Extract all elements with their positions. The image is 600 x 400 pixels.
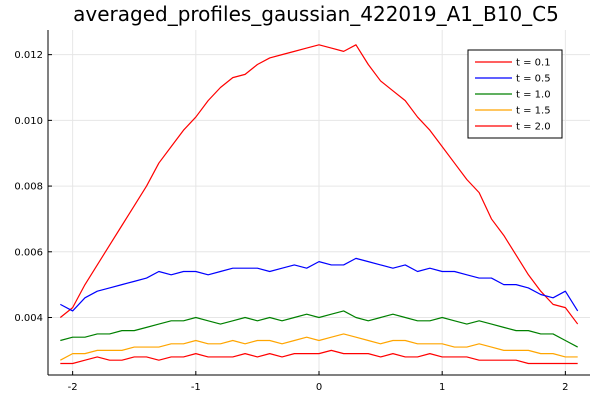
axes: -2 -1 0 1 2 0.004 0.006 0.008 0.010 0.012 [14,30,590,393]
legend-label-1: t = 0.1 [516,58,551,69]
legend-label-3: t = 1.0 [516,90,551,101]
x-tick-label: -2 [68,382,78,393]
y-tick-label: 0.012 [14,50,43,61]
series-line-3 [60,310,578,348]
series-line-4 [60,333,578,361]
series-line-1 [59,44,579,325]
y-tick-label: 0.004 [14,313,43,324]
y-tick-label: 0.008 [14,182,43,193]
chart-title: averaged_profiles_gaussian_422019_A1_B10… [73,2,559,26]
x-tick-label: 0 [316,382,322,393]
legend-label-5: t = 2.0 [516,122,551,133]
x-tick-label: 1 [439,382,445,393]
legend: t = 0.1 t = 0.5 t = 1.0 t = 1.5 t = 2.0 [467,49,563,139]
x-tick-label: 2 [562,382,568,393]
legend-label-2: t = 0.5 [516,74,551,85]
y-tick-label: 0.006 [14,247,43,258]
series-line-2 [60,257,579,312]
series-group [59,44,579,365]
x-tick-label: -1 [191,382,201,393]
series-line-5 [60,349,578,365]
y-tick-label: 0.010 [14,116,43,127]
legend-label-4: t = 1.5 [516,106,551,117]
